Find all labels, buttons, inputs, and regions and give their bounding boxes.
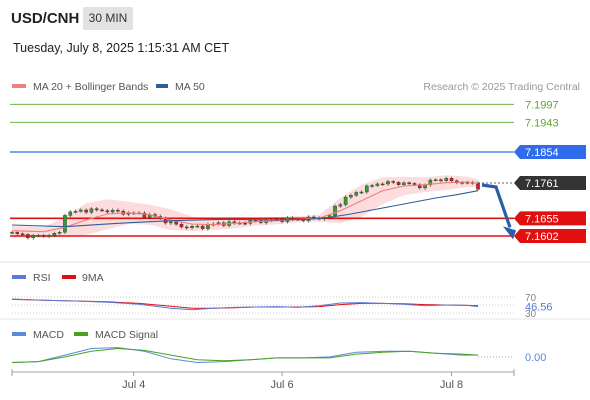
candle-body bbox=[407, 182, 411, 185]
candle-body bbox=[36, 235, 41, 237]
candle-body bbox=[31, 235, 35, 239]
level-label-4: 7.1655 bbox=[525, 213, 559, 225]
candle-body bbox=[380, 183, 385, 186]
candle-body bbox=[290, 217, 295, 220]
forecast-arrow-head bbox=[503, 226, 516, 240]
legend-macd-swatch bbox=[12, 332, 26, 336]
candle-body bbox=[26, 234, 30, 239]
candle-body bbox=[243, 223, 247, 225]
candle-body bbox=[386, 181, 390, 185]
candle-body bbox=[449, 178, 454, 182]
candle-body bbox=[169, 221, 173, 224]
candle-body bbox=[116, 209, 120, 212]
level-label-1: 7.1997 bbox=[525, 99, 559, 111]
candle-body bbox=[444, 178, 449, 181]
candle-body bbox=[68, 211, 73, 216]
last-price-label: 7.1761 bbox=[525, 178, 559, 190]
rsi-tick-70: 70 bbox=[525, 293, 537, 304]
candle-body bbox=[179, 223, 184, 228]
candle-body bbox=[52, 233, 57, 236]
legend-macd-signal-label: MACD Signal bbox=[95, 329, 158, 341]
candle-body bbox=[190, 225, 194, 228]
candle-body bbox=[476, 182, 480, 190]
legend-macd-signal-swatch bbox=[74, 332, 88, 336]
candle-body bbox=[10, 232, 14, 234]
candle-body bbox=[412, 183, 417, 185]
x-tick-label-1: Jul 4 bbox=[122, 379, 145, 391]
macd-signal-line bbox=[11, 347, 479, 363]
candle-body bbox=[174, 221, 178, 225]
level-label-5: 7.1602 bbox=[525, 231, 559, 243]
last-price-tag bbox=[514, 176, 586, 190]
rsi-last-value: 46.56 bbox=[525, 301, 553, 313]
ma50-line bbox=[11, 190, 479, 228]
candle-body bbox=[195, 225, 200, 228]
timeframe-button[interactable]: 30 MIN bbox=[83, 7, 133, 30]
chart-header: USD/CNH 30 MIN Tuesday, July 8, 2025 1:1… bbox=[0, 0, 590, 66]
candle-body bbox=[359, 191, 364, 194]
candle-body bbox=[402, 182, 406, 185]
candle-body bbox=[206, 224, 210, 229]
bollinger-bands bbox=[12, 175, 478, 238]
legend-ma50-label: MA 50 bbox=[175, 81, 205, 93]
x-tick-label-2: Jul 6 bbox=[270, 379, 293, 391]
candle-body bbox=[375, 183, 380, 186]
candle-body bbox=[364, 185, 369, 193]
candle-body bbox=[73, 211, 78, 213]
candle-body bbox=[338, 204, 343, 207]
rsi-line bbox=[11, 298, 479, 311]
legend-rsi-ma-swatch bbox=[62, 275, 76, 279]
candle-body bbox=[349, 195, 353, 198]
legend-rsi-ma-label: 9MA bbox=[82, 272, 104, 284]
level-label-3: 7.1854 bbox=[525, 147, 559, 159]
legend-ma50-swatch bbox=[156, 84, 168, 88]
candle-body bbox=[63, 215, 67, 233]
forecast-arrow-shaft bbox=[481, 183, 512, 228]
candle-body bbox=[94, 208, 99, 211]
research-credit: Research © 2025 Trading Central bbox=[423, 81, 580, 93]
candle-body bbox=[433, 179, 438, 182]
legend-ma20-swatch bbox=[12, 84, 26, 88]
macd-zero-label: 0.00 bbox=[525, 352, 546, 364]
candle-body bbox=[41, 235, 46, 237]
rsi-tick-30: 30 bbox=[525, 309, 537, 320]
candle-body bbox=[333, 205, 337, 216]
candle-body bbox=[391, 181, 396, 183]
candle-body bbox=[100, 209, 104, 212]
candle-body bbox=[20, 233, 25, 236]
candle-body bbox=[105, 210, 110, 213]
legend-macd-label: MACD bbox=[33, 329, 64, 341]
candle-body bbox=[354, 192, 359, 196]
candle-body bbox=[142, 212, 147, 218]
candle-body bbox=[343, 196, 348, 205]
legend-rsi-label: RSI bbox=[33, 272, 51, 284]
candle-body bbox=[312, 216, 316, 219]
candle-body bbox=[57, 232, 62, 234]
candle-body bbox=[47, 235, 51, 237]
ma20-line bbox=[11, 181, 479, 233]
level-label-2: 7.1943 bbox=[525, 117, 559, 129]
level-tag-5 bbox=[514, 229, 586, 243]
candle-body bbox=[396, 182, 401, 185]
candle-body bbox=[439, 179, 443, 182]
candle-body bbox=[84, 209, 88, 213]
candle-body bbox=[79, 209, 83, 212]
x-tick-label-3: Jul 8 bbox=[440, 379, 463, 391]
currency-pair-title: USD/CNH bbox=[11, 10, 80, 27]
legend-ma20-label: MA 20 + Bollinger Bands bbox=[33, 81, 148, 93]
level-tag-3 bbox=[514, 145, 586, 159]
candle-body bbox=[200, 225, 205, 229]
candle-body bbox=[89, 208, 94, 213]
candle-body bbox=[110, 209, 115, 213]
candle-body bbox=[15, 232, 20, 235]
candle-body bbox=[184, 226, 189, 229]
legend-rsi-swatch bbox=[12, 275, 26, 279]
level-tag-4 bbox=[514, 211, 586, 226]
candle-body bbox=[428, 179, 433, 186]
candle-body bbox=[370, 185, 374, 187]
report-datetime: Tuesday, July 8, 2025 1:15:31 AM CET bbox=[13, 41, 230, 55]
